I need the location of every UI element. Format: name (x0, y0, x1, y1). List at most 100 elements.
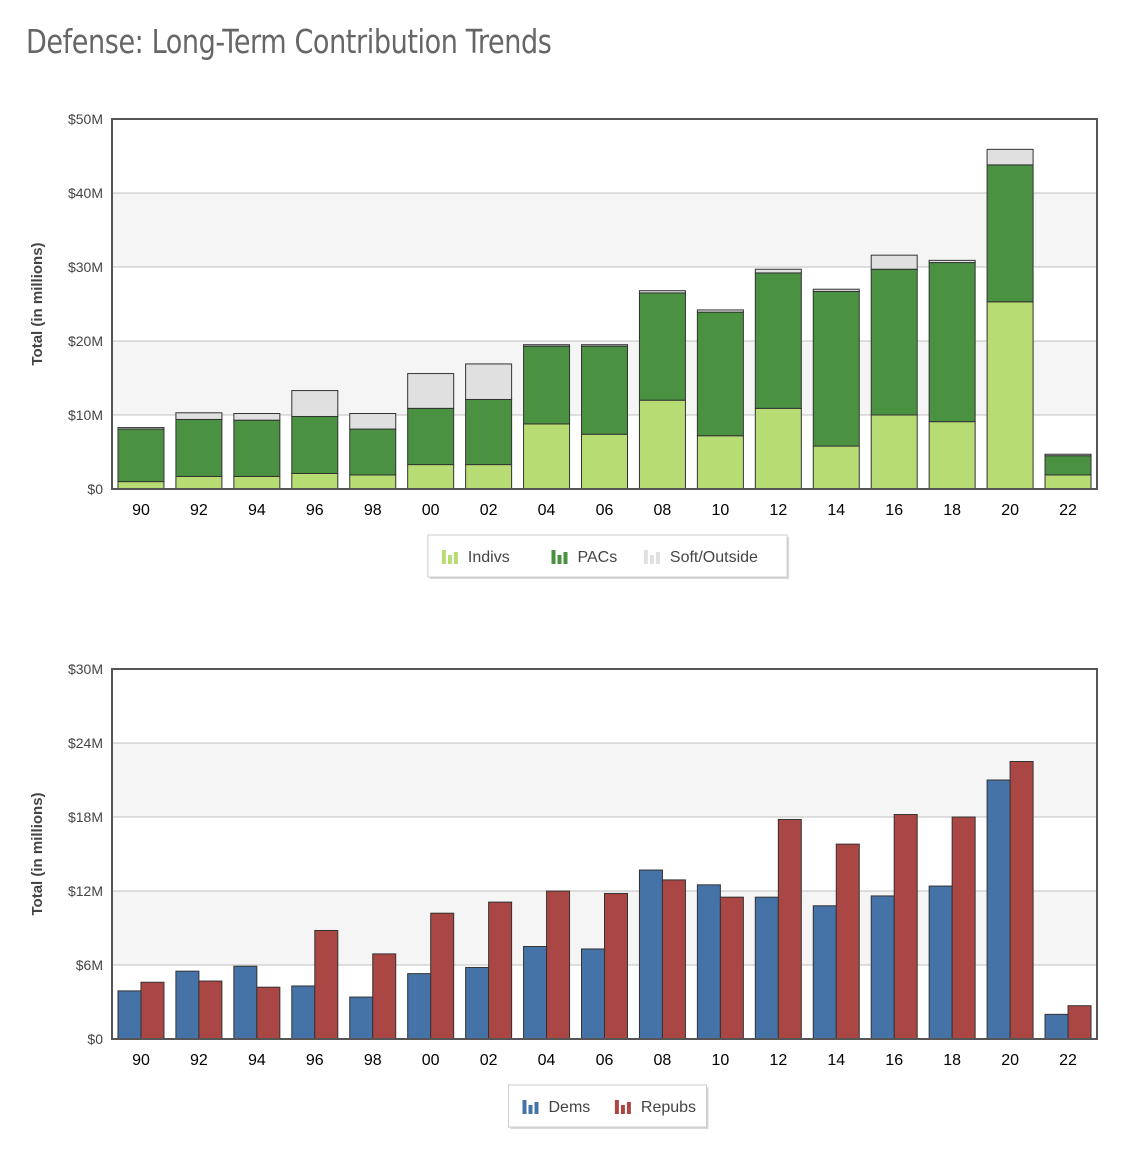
x-tick-label: 00 (422, 1052, 440, 1069)
y-tick-label: $10M (68, 407, 103, 423)
legend-item-pacs[interactable]: PACs (551, 549, 618, 566)
bar-dems-08 (638, 869, 663, 1040)
y-axis-label: Total (in millions) (29, 242, 46, 365)
bar-pacs-16 (870, 268, 918, 416)
bar-indivs-12 (754, 407, 802, 490)
bar-indivs-04 (523, 423, 571, 490)
bar-dems-18 (928, 885, 953, 1040)
plot-band (112, 817, 1097, 891)
legend-icon-bar (655, 552, 660, 564)
legend-icon-bar (441, 550, 446, 564)
legend-label: Soft/Outside (670, 549, 758, 566)
bar-chart-icon (614, 1100, 631, 1114)
bar-dems-16 (870, 895, 895, 1040)
legend-icon-bar (447, 555, 452, 564)
plot-frame (111, 668, 1098, 1040)
bar-indivs-92 (175, 475, 223, 490)
bar-soft-outside-16 (870, 254, 918, 270)
bar-repubs-12 (777, 818, 802, 1040)
bar-indivs-18 (928, 421, 976, 490)
bar-soft-outside-04 (523, 344, 571, 347)
bar-indivs-94 (233, 475, 281, 490)
bar-soft-outside-20 (986, 148, 1034, 166)
y-tick-label: $24M (68, 735, 103, 751)
bar-indivs-90 (117, 481, 165, 490)
legend-box (427, 534, 788, 578)
bar-soft-outside-00 (407, 373, 455, 409)
x-tick-label: 92 (190, 502, 208, 519)
bar-pacs-10 (696, 311, 744, 437)
legend-label: Dems (549, 1099, 591, 1116)
bar-dems-92 (175, 970, 200, 1040)
bar-soft-outside-90 (117, 427, 165, 430)
bar-repubs-02 (488, 901, 513, 1040)
bar-pacs-20 (986, 164, 1034, 303)
bar-pacs-90 (117, 428, 165, 483)
legend-icon-bar (528, 1105, 533, 1114)
bar-repubs-94 (256, 986, 281, 1040)
bar-pacs-96 (291, 415, 339, 474)
x-tick-label: 08 (654, 1052, 672, 1069)
plot-band (112, 743, 1097, 817)
bar-pacs-92 (175, 418, 223, 477)
x-tick-label: 12 (769, 502, 787, 519)
bar-dems-00 (407, 973, 432, 1040)
legend-item-soft-outside[interactable]: Soft/Outside (643, 549, 758, 566)
bar-dems-96 (291, 985, 316, 1040)
y-tick-label: $20M (68, 333, 103, 349)
y-tick-label: $30M (68, 661, 103, 677)
x-tick-label: 94 (248, 502, 266, 519)
bar-repubs-22 (1067, 1005, 1092, 1040)
x-tick-label: 90 (132, 502, 150, 519)
plot-band (112, 669, 1097, 743)
legend: Indivs PACs Soft/Outside (427, 534, 790, 579)
bar-soft-outside-02 (465, 363, 513, 400)
bar-pacs-12 (754, 272, 802, 409)
bar-pacs-08 (638, 292, 686, 401)
x-tick-label: 14 (827, 502, 845, 519)
x-tick-label: 10 (711, 502, 729, 519)
x-tick-label: 96 (306, 502, 324, 519)
x-tick-label: 02 (480, 1052, 498, 1069)
legend-icon-bar (551, 550, 556, 564)
bar-repubs-96 (314, 929, 339, 1040)
y-tick-label: $50M (68, 111, 103, 127)
contribution-trends-stacked-chart: $0 $10M $20M $30M $40M $50M 90 92 94 96 98 00 02 04 06… (29, 111, 1098, 579)
plot-band (112, 193, 1097, 267)
legend-icon-bar (649, 555, 654, 564)
bar-repubs-00 (430, 912, 455, 1040)
legend-item-dems[interactable]: Dems (522, 1099, 591, 1116)
legend-item-indivs[interactable]: Indivs (441, 549, 510, 566)
y-tick-label: $6M (76, 957, 103, 973)
x-tick-label: 20 (1001, 502, 1019, 519)
page-title: Defense: Long-Term Contribution Trends (26, 22, 552, 61)
y-tick-label: $0 (87, 481, 103, 497)
bar-indivs-22 (1044, 474, 1092, 490)
bar-indivs-10 (696, 435, 744, 490)
bar-soft-outside-98 (349, 413, 397, 430)
party-split-grouped-chart: $0 $6M $12M $18M $24M $30M 90 92 94 96 98 00 02 04 06 0… (29, 661, 1098, 1129)
bar-pacs-02 (465, 398, 513, 466)
x-tick-label: 04 (538, 1052, 556, 1069)
x-tick-label: 16 (885, 502, 903, 519)
x-tick-label: 02 (480, 502, 498, 519)
bar-indivs-08 (638, 399, 686, 490)
bar-indivs-16 (870, 414, 918, 490)
x-tick-label: 06 (596, 1052, 614, 1069)
x-tick-label: 94 (248, 1052, 266, 1069)
plot-band (112, 119, 1097, 193)
bar-soft-outside-22 (1044, 453, 1092, 457)
x-tick-label: 00 (422, 502, 440, 519)
legend-item-repubs[interactable]: Repubs (614, 1099, 696, 1116)
legend-label: Indivs (468, 549, 510, 566)
x-tick-label: 98 (364, 502, 382, 519)
legend-icon-bar (534, 1102, 539, 1114)
bar-indivs-02 (465, 464, 513, 490)
legend-icon-bar (614, 1100, 619, 1114)
bar-repubs-18 (951, 816, 976, 1040)
bar-repubs-06 (604, 892, 628, 1040)
x-tick-label: 14 (827, 1052, 845, 1069)
legend: Dems Repubs (508, 1084, 709, 1129)
x-tick-label: 08 (654, 502, 672, 519)
bar-pacs-94 (233, 419, 281, 477)
